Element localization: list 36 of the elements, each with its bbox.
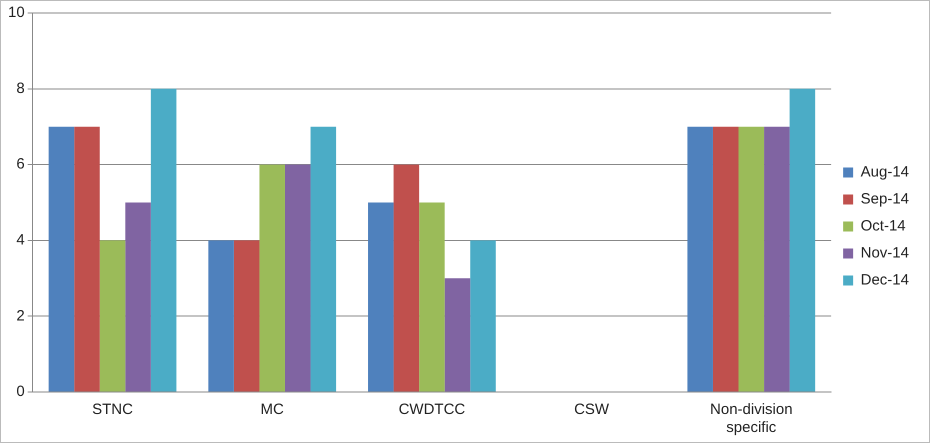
x-tick-label: STNC (92, 401, 134, 418)
x-tick-label: MC (260, 401, 284, 418)
y-tick-label: 4 (16, 232, 25, 249)
bar (738, 126, 764, 392)
legend-label: Dec-14 (860, 272, 909, 289)
bar (150, 88, 176, 392)
bar (234, 240, 260, 392)
bar (74, 126, 100, 392)
y-tick-label: 6 (16, 156, 25, 173)
bar (284, 164, 311, 392)
bar (419, 202, 445, 392)
bar (687, 126, 713, 392)
bar (368, 202, 394, 392)
bar (125, 202, 151, 392)
legend-label: Aug-14 (860, 164, 910, 181)
y-tick-label: 10 (8, 4, 25, 22)
legend-label: Sep-14 (860, 190, 910, 208)
y-tick-label: 0 (16, 383, 25, 400)
legend-label: Nov-14 (860, 244, 909, 262)
x-tick-label: CSW (574, 401, 610, 418)
bar (259, 164, 285, 392)
bar (470, 240, 496, 392)
x-tick-label: Non-division specific (710, 401, 793, 436)
bar (712, 126, 739, 392)
legend-label: Oct-14 (860, 218, 906, 235)
bar (208, 240, 234, 392)
x-tick-label: CWDTCC (398, 401, 466, 418)
bar (444, 278, 470, 392)
y-tick-label: 2 (16, 307, 25, 324)
bar (100, 240, 126, 392)
bar (790, 88, 816, 392)
y-tick-label: 8 (16, 80, 25, 97)
bar (394, 164, 420, 392)
bar (48, 126, 74, 392)
bar (310, 126, 336, 392)
bar (764, 126, 790, 392)
